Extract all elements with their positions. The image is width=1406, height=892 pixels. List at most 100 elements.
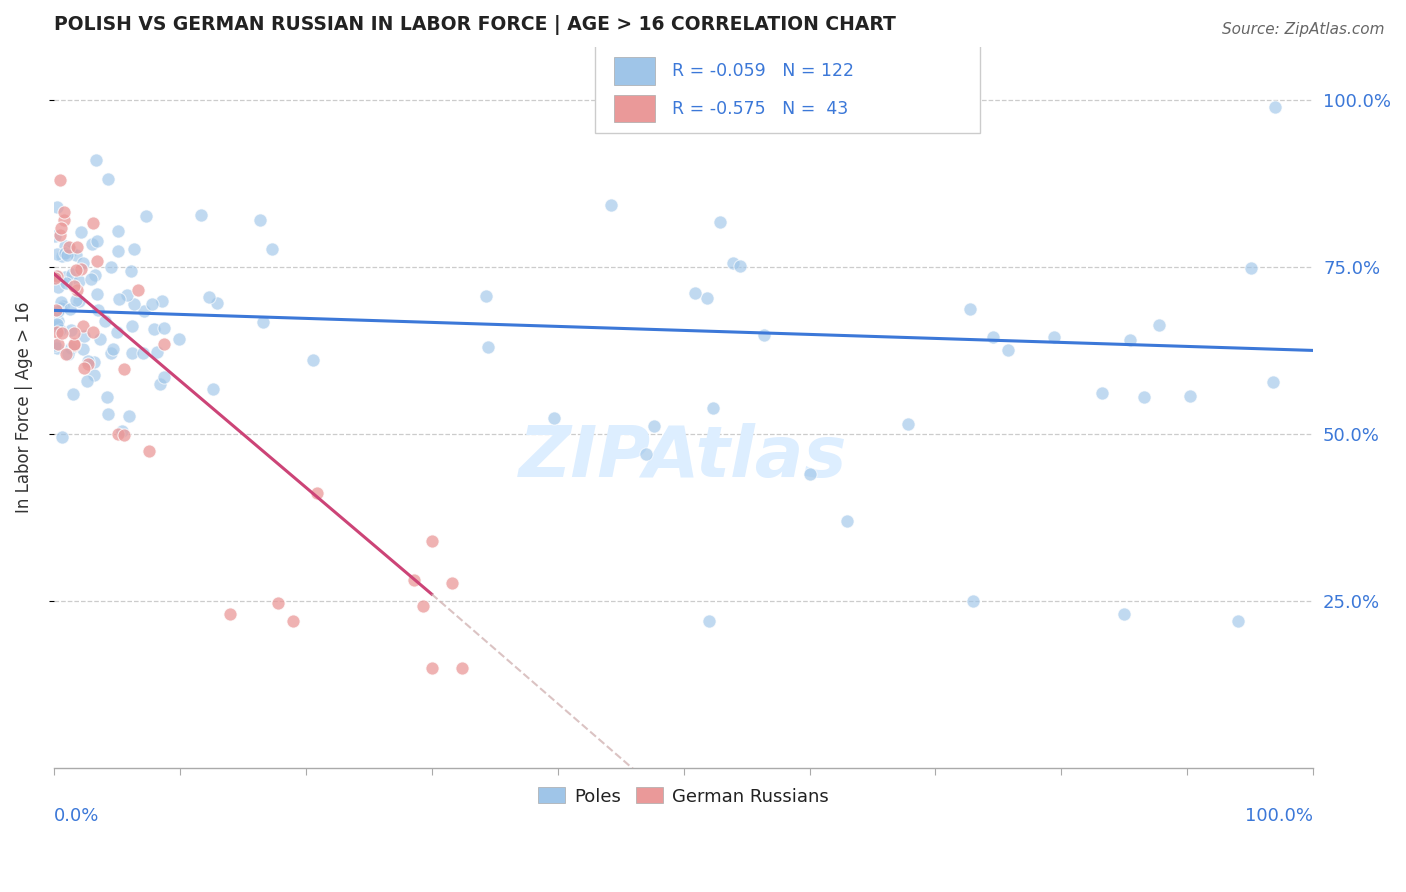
Point	[51, 326, 73, 340]
Point	[86, 254, 108, 268]
Point	[420, 660, 443, 674]
Text: POLISH VS GERMAN RUSSIAN IN LABOR FORCE | AGE > 16 CORRELATION CHART: POLISH VS GERMAN RUSSIAN IN LABOR FORCE …	[53, 15, 896, 35]
Point	[697, 614, 720, 628]
Point	[696, 291, 718, 305]
Point	[1147, 318, 1170, 333]
Point	[267, 596, 290, 610]
Point	[143, 322, 166, 336]
Point	[107, 224, 129, 238]
Point	[799, 467, 821, 481]
Point	[65, 248, 87, 262]
Point	[728, 259, 751, 273]
Point	[152, 336, 174, 351]
Text: Source: ZipAtlas.com: Source: ZipAtlas.com	[1222, 22, 1385, 37]
Point	[709, 215, 731, 229]
Point	[634, 447, 657, 461]
Point	[83, 368, 105, 383]
Point	[51, 430, 73, 444]
Point	[1264, 100, 1286, 114]
Point	[59, 341, 82, 355]
Point	[132, 346, 155, 360]
Point	[72, 318, 94, 333]
Point	[66, 240, 89, 254]
Point	[138, 443, 160, 458]
Point	[108, 292, 131, 306]
Point	[60, 268, 83, 282]
Point	[46, 314, 69, 328]
Point	[46, 303, 69, 318]
Point	[53, 205, 76, 219]
Point	[55, 276, 77, 290]
Point	[86, 303, 108, 318]
Point	[44, 228, 66, 243]
Point	[112, 362, 135, 376]
Point	[643, 418, 665, 433]
Point	[1226, 614, 1249, 628]
Point	[249, 213, 271, 227]
Point	[46, 318, 69, 332]
Point	[402, 573, 425, 587]
Point	[44, 338, 66, 352]
Point	[70, 225, 93, 239]
Point	[837, 514, 859, 528]
Point	[46, 341, 69, 355]
Point	[60, 244, 83, 258]
Point	[721, 256, 744, 270]
Point	[82, 325, 104, 339]
Point	[53, 246, 76, 260]
Point	[56, 248, 79, 262]
Point	[120, 264, 142, 278]
Point	[66, 283, 89, 297]
Point	[49, 301, 72, 315]
Point	[63, 279, 86, 293]
Point	[702, 401, 724, 415]
Point	[72, 342, 94, 356]
Point	[305, 486, 328, 500]
Point	[70, 261, 93, 276]
Point	[148, 376, 170, 391]
Point	[543, 411, 565, 425]
Point	[1042, 330, 1064, 344]
Point	[683, 286, 706, 301]
Point	[86, 287, 108, 301]
Point	[440, 575, 463, 590]
Point	[420, 533, 443, 548]
Point	[103, 342, 125, 356]
Point	[65, 293, 87, 307]
Point	[51, 299, 73, 313]
Point	[205, 295, 228, 310]
Point	[84, 268, 107, 282]
Point	[97, 172, 120, 186]
Point	[89, 332, 111, 346]
Text: R = -0.059   N = 122: R = -0.059 N = 122	[672, 62, 855, 80]
Point	[63, 337, 86, 351]
Point	[46, 304, 69, 318]
Point	[80, 272, 103, 286]
Point	[1091, 385, 1114, 400]
Point	[190, 208, 212, 222]
FancyBboxPatch shape	[614, 95, 655, 122]
Point	[94, 314, 117, 328]
Text: R = -0.575   N =  43: R = -0.575 N = 43	[672, 100, 848, 118]
Point	[132, 304, 155, 318]
Point	[46, 247, 69, 261]
Point	[45, 268, 67, 283]
Point	[83, 355, 105, 369]
Point	[49, 173, 72, 187]
Point	[122, 243, 145, 257]
Point	[301, 352, 323, 367]
Point	[63, 337, 86, 351]
Point	[959, 301, 981, 316]
Point	[107, 244, 129, 258]
Point	[252, 316, 274, 330]
Point	[121, 346, 143, 360]
Point	[97, 407, 120, 421]
Point	[82, 216, 104, 230]
Point	[45, 271, 67, 285]
Legend: Poles, German Russians: Poles, German Russians	[531, 780, 837, 813]
Point	[53, 239, 76, 253]
Point	[981, 330, 1004, 344]
Point	[1180, 389, 1202, 403]
Point	[77, 357, 100, 371]
Point	[281, 614, 304, 628]
